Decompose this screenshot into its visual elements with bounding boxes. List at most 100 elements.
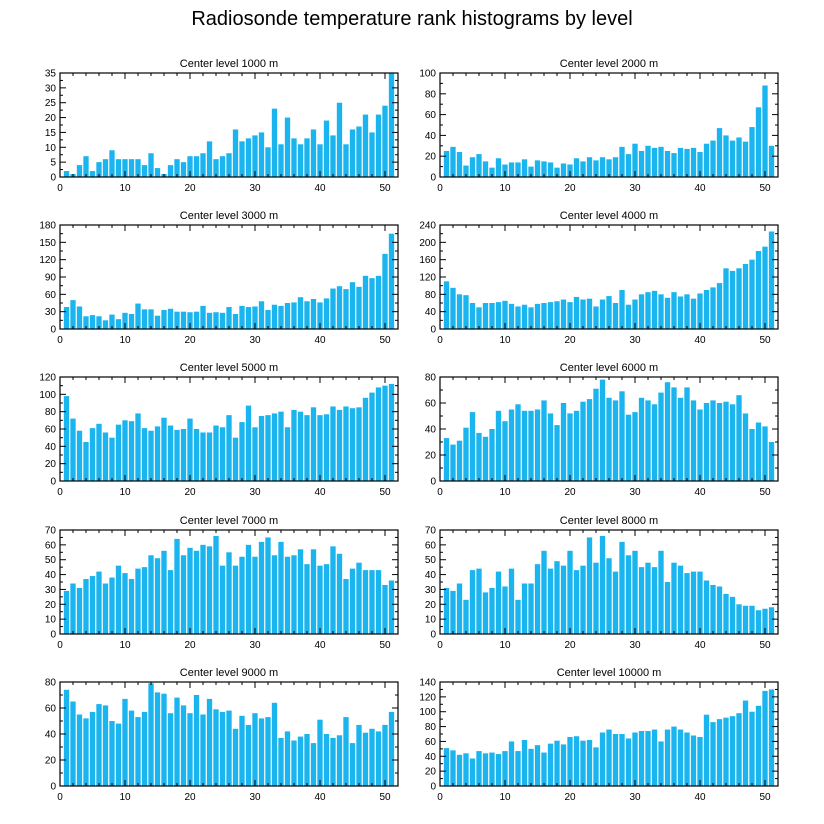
bar — [310, 549, 317, 634]
y-tick-label: 10 — [45, 143, 57, 154]
y-tick-label: 90 — [45, 273, 57, 284]
bar — [226, 415, 232, 481]
bar — [200, 432, 206, 481]
bar — [645, 400, 651, 481]
bar — [684, 294, 690, 329]
bar — [161, 693, 167, 786]
x-tick-label: 40 — [314, 183, 326, 194]
bar — [502, 300, 508, 329]
x-tick-label: 30 — [629, 335, 641, 346]
y-tick-label: 100 — [419, 707, 436, 718]
bar — [239, 422, 245, 481]
y-tick-label: 120 — [419, 273, 436, 284]
panel-title: Center level 3000 m — [180, 210, 278, 222]
bar — [619, 541, 625, 634]
bar — [362, 732, 369, 786]
y-tick-label: 20 — [45, 600, 57, 611]
bar — [167, 713, 174, 786]
bar — [508, 303, 515, 329]
bar — [463, 165, 469, 177]
bar — [336, 735, 343, 786]
bar — [573, 736, 580, 786]
bar — [463, 753, 469, 786]
bar — [109, 150, 115, 177]
bar — [167, 165, 174, 177]
bar — [710, 140, 716, 177]
bar — [690, 298, 697, 329]
bar — [469, 412, 476, 481]
bar — [703, 143, 710, 177]
x-tick-label: 10 — [119, 640, 131, 651]
bar — [388, 711, 395, 786]
bar — [664, 729, 671, 786]
bar — [128, 579, 135, 634]
y-tick-label: 40 — [45, 730, 57, 741]
bar — [638, 151, 645, 177]
bar — [63, 590, 70, 634]
bar — [239, 141, 245, 177]
bar — [375, 387, 382, 481]
bar — [742, 141, 749, 177]
bar — [567, 164, 573, 177]
bar — [284, 303, 291, 329]
x-tick-label: 0 — [57, 335, 63, 346]
x-tick-label: 40 — [694, 183, 706, 194]
y-tick-label: 60 — [45, 425, 57, 436]
y-tick-label: 0 — [50, 782, 56, 793]
bar — [586, 739, 593, 786]
bar — [63, 689, 70, 786]
bar — [141, 428, 148, 481]
panel-5: 0 20 40 60 80 100 120 0 10 20 30 40 50 Center level 5… — [39, 362, 399, 498]
bar — [291, 555, 297, 634]
bar — [206, 546, 213, 634]
bar — [141, 165, 148, 177]
bar — [382, 105, 388, 177]
bar — [356, 407, 362, 481]
bar — [252, 427, 258, 481]
bar — [187, 312, 193, 329]
bar — [174, 697, 180, 786]
bar — [70, 300, 76, 329]
bar — [443, 587, 450, 634]
bar — [703, 290, 710, 329]
x-tick-label: 50 — [379, 183, 391, 194]
bar — [135, 413, 141, 481]
bar — [76, 430, 83, 481]
bar — [632, 299, 638, 329]
bar — [573, 296, 580, 329]
bar — [310, 298, 317, 329]
bar — [482, 753, 489, 786]
bar — [239, 305, 245, 329]
bar — [330, 406, 336, 481]
bar — [729, 140, 736, 177]
bar — [690, 571, 697, 634]
bar — [755, 705, 762, 786]
y-tick-label: 20 — [45, 113, 57, 124]
bar — [330, 135, 336, 177]
bar — [369, 570, 375, 634]
y-tick-label: 25 — [45, 98, 57, 109]
bar — [349, 568, 356, 634]
bar — [534, 564, 541, 634]
bar — [645, 562, 651, 634]
y-tick-label: 80 — [45, 678, 57, 689]
panel-title: Center level 9000 m — [180, 667, 278, 679]
bar — [580, 299, 586, 329]
bar — [226, 552, 232, 634]
bar — [723, 717, 729, 786]
bar — [271, 702, 278, 786]
bar — [645, 145, 651, 177]
bar — [502, 751, 508, 786]
bar — [336, 409, 343, 481]
bar — [343, 406, 349, 481]
bar — [749, 127, 755, 177]
bar — [102, 159, 109, 177]
y-tick-label: 70 — [425, 526, 437, 537]
bar — [330, 546, 336, 634]
bar — [200, 544, 206, 634]
x-tick-label: 10 — [499, 792, 511, 803]
bar — [736, 604, 742, 634]
bar — [382, 724, 388, 786]
bar — [258, 132, 265, 177]
